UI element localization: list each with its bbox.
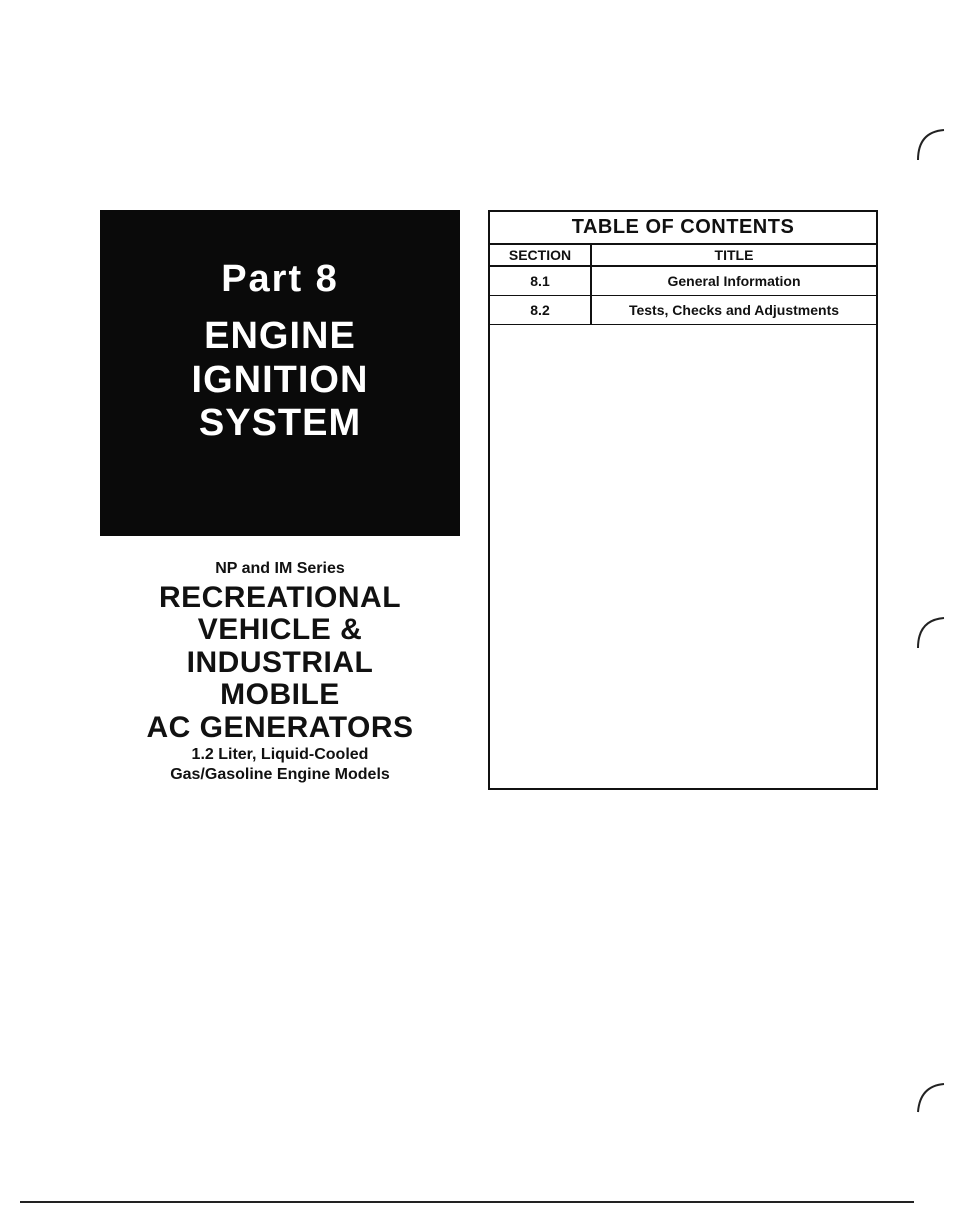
series-label: NP and IM Series — [100, 560, 460, 578]
toc-heading: TABLE OF CONTENTS — [490, 212, 876, 245]
toc-cell-title: Tests, Checks and Adjustments — [592, 296, 876, 324]
table-of-contents: TABLE OF CONTENTS SECTION TITLE 8.1 Gene… — [488, 210, 878, 790]
title-line-3: SYSTEM — [110, 402, 450, 446]
series-big-3: INDUSTRIAL — [100, 647, 460, 679]
series-big-5: AC GENERATORS — [100, 712, 460, 744]
toc-empty-area — [490, 325, 876, 788]
toc-row: 8.1 General Information — [490, 267, 876, 296]
toc-col-section: SECTION — [490, 245, 592, 265]
series-big-2: VEHICLE & — [100, 614, 460, 646]
series-sub-1: 1.2 Liter, Liquid-Cooled — [100, 746, 460, 764]
content-row: Part 8 ENGINE IGNITION SYSTEM NP and IM … — [100, 210, 874, 790]
part-title-box: Part 8 ENGINE IGNITION SYSTEM — [100, 210, 460, 536]
toc-cell-title: General Information — [592, 267, 876, 295]
title-line-1: ENGINE — [110, 315, 450, 359]
footer-rule — [20, 1201, 914, 1203]
page-curl-icon — [914, 124, 948, 164]
toc-header-row: SECTION TITLE — [490, 245, 876, 267]
right-column: TABLE OF CONTENTS SECTION TITLE 8.1 Gene… — [488, 210, 874, 790]
page-curl-icon — [914, 1076, 948, 1116]
page-curl-icon — [914, 612, 948, 652]
toc-cell-section: 8.2 — [490, 296, 592, 324]
series-block: NP and IM Series RECREATIONAL VEHICLE & … — [100, 560, 460, 784]
page: Part 8 ENGINE IGNITION SYSTEM NP and IM … — [0, 0, 954, 1231]
title-line-2: IGNITION — [110, 359, 450, 403]
series-big-4: MOBILE — [100, 679, 460, 711]
left-column: Part 8 ENGINE IGNITION SYSTEM NP and IM … — [100, 210, 460, 784]
toc-row: 8.2 Tests, Checks and Adjustments — [490, 296, 876, 325]
part-label: Part 8 — [110, 258, 450, 301]
series-sub-2: Gas/Gasoline Engine Models — [100, 766, 460, 784]
series-big-1: RECREATIONAL — [100, 582, 460, 614]
toc-cell-section: 8.1 — [490, 267, 592, 295]
toc-col-title: TITLE — [592, 245, 876, 265]
